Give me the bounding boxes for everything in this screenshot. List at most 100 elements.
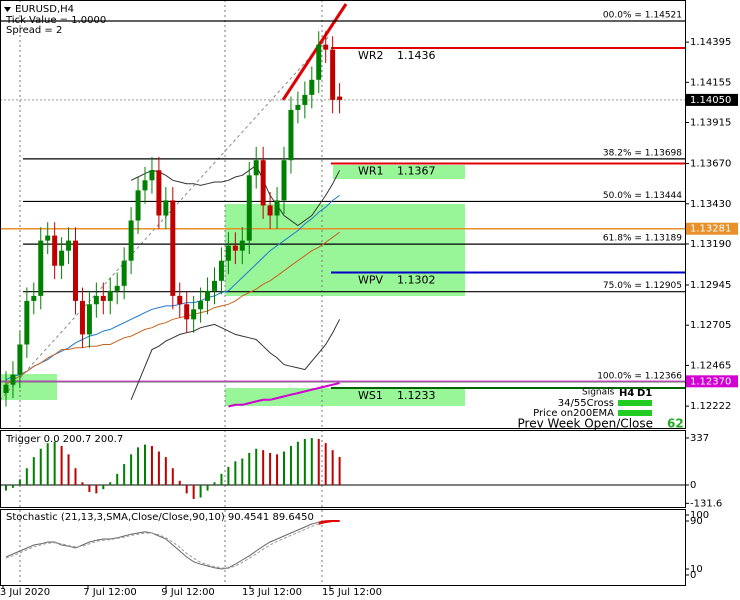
- signal-bar: [618, 410, 652, 416]
- stochastic-title: Stochastic (21,13,3,SMA,Close/Close,90,1…: [6, 512, 314, 523]
- candle-body: [330, 49, 336, 100]
- y-tick-label: 1.12945: [690, 280, 731, 291]
- stochastic-panel: [0, 509, 686, 586]
- overlay-line: [130, 164, 341, 227]
- y-tick-label: 1.13670: [690, 159, 731, 170]
- candle-body: [93, 295, 99, 305]
- pivot-value: 1.1302: [397, 273, 436, 286]
- overlay-line: [130, 319, 341, 400]
- candle-body: [73, 240, 78, 301]
- candle-body: [10, 374, 16, 385]
- signal-row: Price on200EMA: [533, 408, 614, 419]
- stochastic-line: [5, 520, 340, 570]
- candle-body: [191, 309, 197, 320]
- candle-body: [156, 170, 162, 216]
- stochastic-overbought: [318, 520, 340, 525]
- pivot-value: 1.1436: [397, 49, 436, 62]
- candle-body: [198, 300, 204, 310]
- candle-body: [142, 180, 148, 191]
- candle-body: [212, 280, 217, 291]
- candle-body: [17, 344, 23, 375]
- pivot-name: WPV: [358, 273, 384, 286]
- y-tick-label: 90: [690, 516, 703, 527]
- price-tag-label: 1.14050: [690, 95, 731, 106]
- candle-body: [218, 260, 224, 281]
- x-tick-label: 15 Jul 12:00: [322, 587, 382, 598]
- trigger-title: Trigger 0.0 200.7 200.7: [5, 434, 123, 445]
- candle-body: [107, 290, 113, 301]
- main-panel: [0, 0, 686, 429]
- candle-body: [316, 44, 322, 80]
- candle-body: [232, 245, 238, 251]
- candle-body: [3, 384, 9, 394]
- candle-body: [267, 205, 273, 216]
- price-tag-label: 1.13281: [690, 224, 731, 235]
- signal-bar: [618, 400, 652, 406]
- candle-body: [31, 295, 37, 301]
- candle-body: [135, 190, 141, 221]
- candle-body: [205, 290, 211, 301]
- y-tick-label: 10: [690, 564, 703, 575]
- y-tick-label: 1.13915: [690, 118, 731, 129]
- candle-body: [79, 300, 85, 335]
- fib-label: 50.0% = 1.13444: [603, 191, 682, 201]
- y-tick-label: 100: [690, 510, 709, 521]
- candle-body: [121, 260, 127, 286]
- y-tick-label: 1.14155: [690, 77, 731, 88]
- candle-body: [260, 160, 266, 206]
- candle-body: [302, 94, 308, 105]
- y-tick-label: 0: [690, 570, 696, 581]
- candle-body: [253, 160, 259, 176]
- y-tick-label: 1.14395: [690, 37, 731, 48]
- zone: [225, 204, 465, 296]
- candle-body: [100, 295, 106, 301]
- candle-body: [66, 240, 72, 251]
- y-tick-label: 337: [690, 433, 709, 444]
- trigger-panel: [0, 430, 686, 508]
- pivot-value: 1.1367: [397, 165, 436, 178]
- candle-body: [274, 200, 280, 216]
- price-tag: [686, 375, 738, 388]
- candle-body: [239, 240, 245, 251]
- candle-body: [163, 200, 169, 216]
- y-tick-label: 0: [690, 480, 696, 491]
- price-tag: [686, 93, 738, 106]
- pivot-value: 1.1233: [397, 389, 436, 402]
- candle-body: [295, 104, 301, 110]
- signal-row: 34/55Cross: [558, 398, 614, 409]
- candle-body: [59, 250, 65, 266]
- symbol: EURUSD,H4: [15, 4, 74, 15]
- x-tick-label: 3 Jul 2020: [0, 587, 50, 598]
- x-tick-label: 9 Jul 12:00: [161, 587, 215, 598]
- signals-title: Signals: [582, 388, 615, 398]
- signals-d1: D1: [637, 388, 652, 399]
- candle-body: [149, 170, 155, 181]
- y-tick-label: 1.12465: [690, 360, 731, 371]
- candle-body: [24, 300, 30, 345]
- candle-body: [309, 79, 315, 95]
- fib-label: 100.0% = 1.12366: [597, 372, 682, 382]
- menu-arrow[interactable]: [4, 7, 11, 12]
- candle-body: [337, 96, 343, 100]
- tick-value: Tick Value = 1.0000: [5, 15, 106, 26]
- candle-body: [170, 200, 176, 296]
- zone: [225, 388, 465, 406]
- trend-line: [281, 3, 348, 101]
- candle-body: [184, 304, 190, 320]
- y-tick-label: 1.12705: [690, 320, 731, 331]
- overlay-line: [228, 382, 340, 408]
- signal-count: 62: [667, 417, 684, 431]
- candle-body: [225, 245, 231, 261]
- layer: 1.143951.141551.139151.136701.134301.131…: [0, 11, 738, 598]
- prev-week: Prev Week Open/Close: [518, 417, 653, 431]
- pivot-name: WR2: [358, 49, 384, 62]
- candle-body: [86, 304, 92, 335]
- price-tag-label: 1.12370: [690, 376, 731, 387]
- stochastic-line: [5, 520, 340, 569]
- candle-body: [323, 44, 329, 50]
- candle-body: [114, 285, 120, 291]
- candle-body: [288, 109, 294, 161]
- candle-body: [177, 295, 183, 305]
- zone: [333, 165, 465, 179]
- y-tick-label: -131.6: [690, 498, 722, 509]
